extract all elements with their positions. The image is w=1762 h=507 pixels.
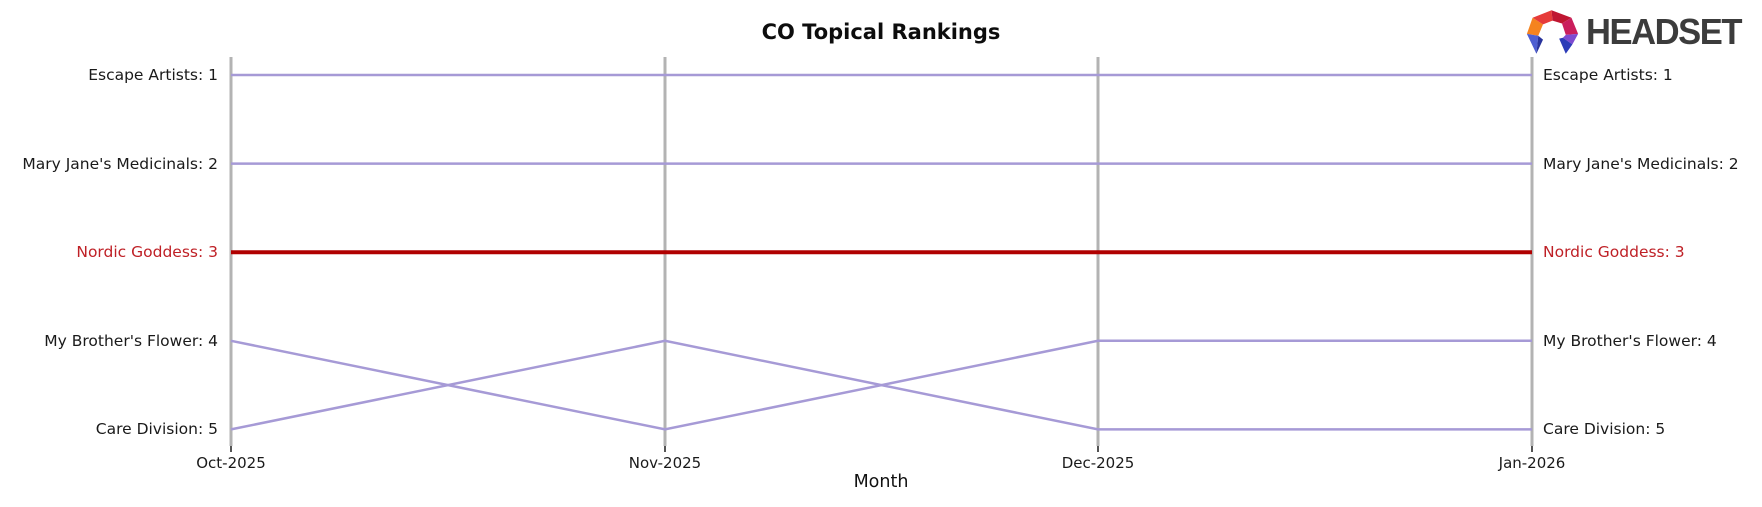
series-label-right: Nordic Goddess: 3 [1543,243,1685,262]
headset-logo-text: HEADSET [1586,11,1743,52]
series-label-right: Mary Jane's Medicinals: 2 [1543,154,1739,173]
series-label-left: Escape Artists: 1 [88,66,218,84]
x-tick-label: Jan-2026 [1498,454,1566,472]
x-tick-label: Oct-2025 [196,454,266,472]
x-axis-title: Month [853,472,909,492]
x-tick-label: Nov-2025 [628,454,702,472]
chart-title: CO Topical Rankings [761,20,1001,44]
series-label-left: Nordic Goddess: 3 [76,243,218,262]
x-tick-label: Dec-2025 [1061,454,1135,472]
series-label-left: Care Division: 5 [95,420,218,439]
series-line-care-division [230,339,1532,431]
headset-logo: HEADSET [1525,8,1748,56]
series-label-right: My Brother's Flower: 4 [1543,331,1717,350]
series-label-right: Care Division: 5 [1543,420,1666,439]
series-label-right: Escape Artists: 1 [1543,66,1673,84]
series-label-left: Mary Jane's Medicinals: 2 [22,154,218,173]
headset-logo-icon [1527,10,1579,54]
series-label-left: My Brother's Flower: 4 [44,331,218,350]
